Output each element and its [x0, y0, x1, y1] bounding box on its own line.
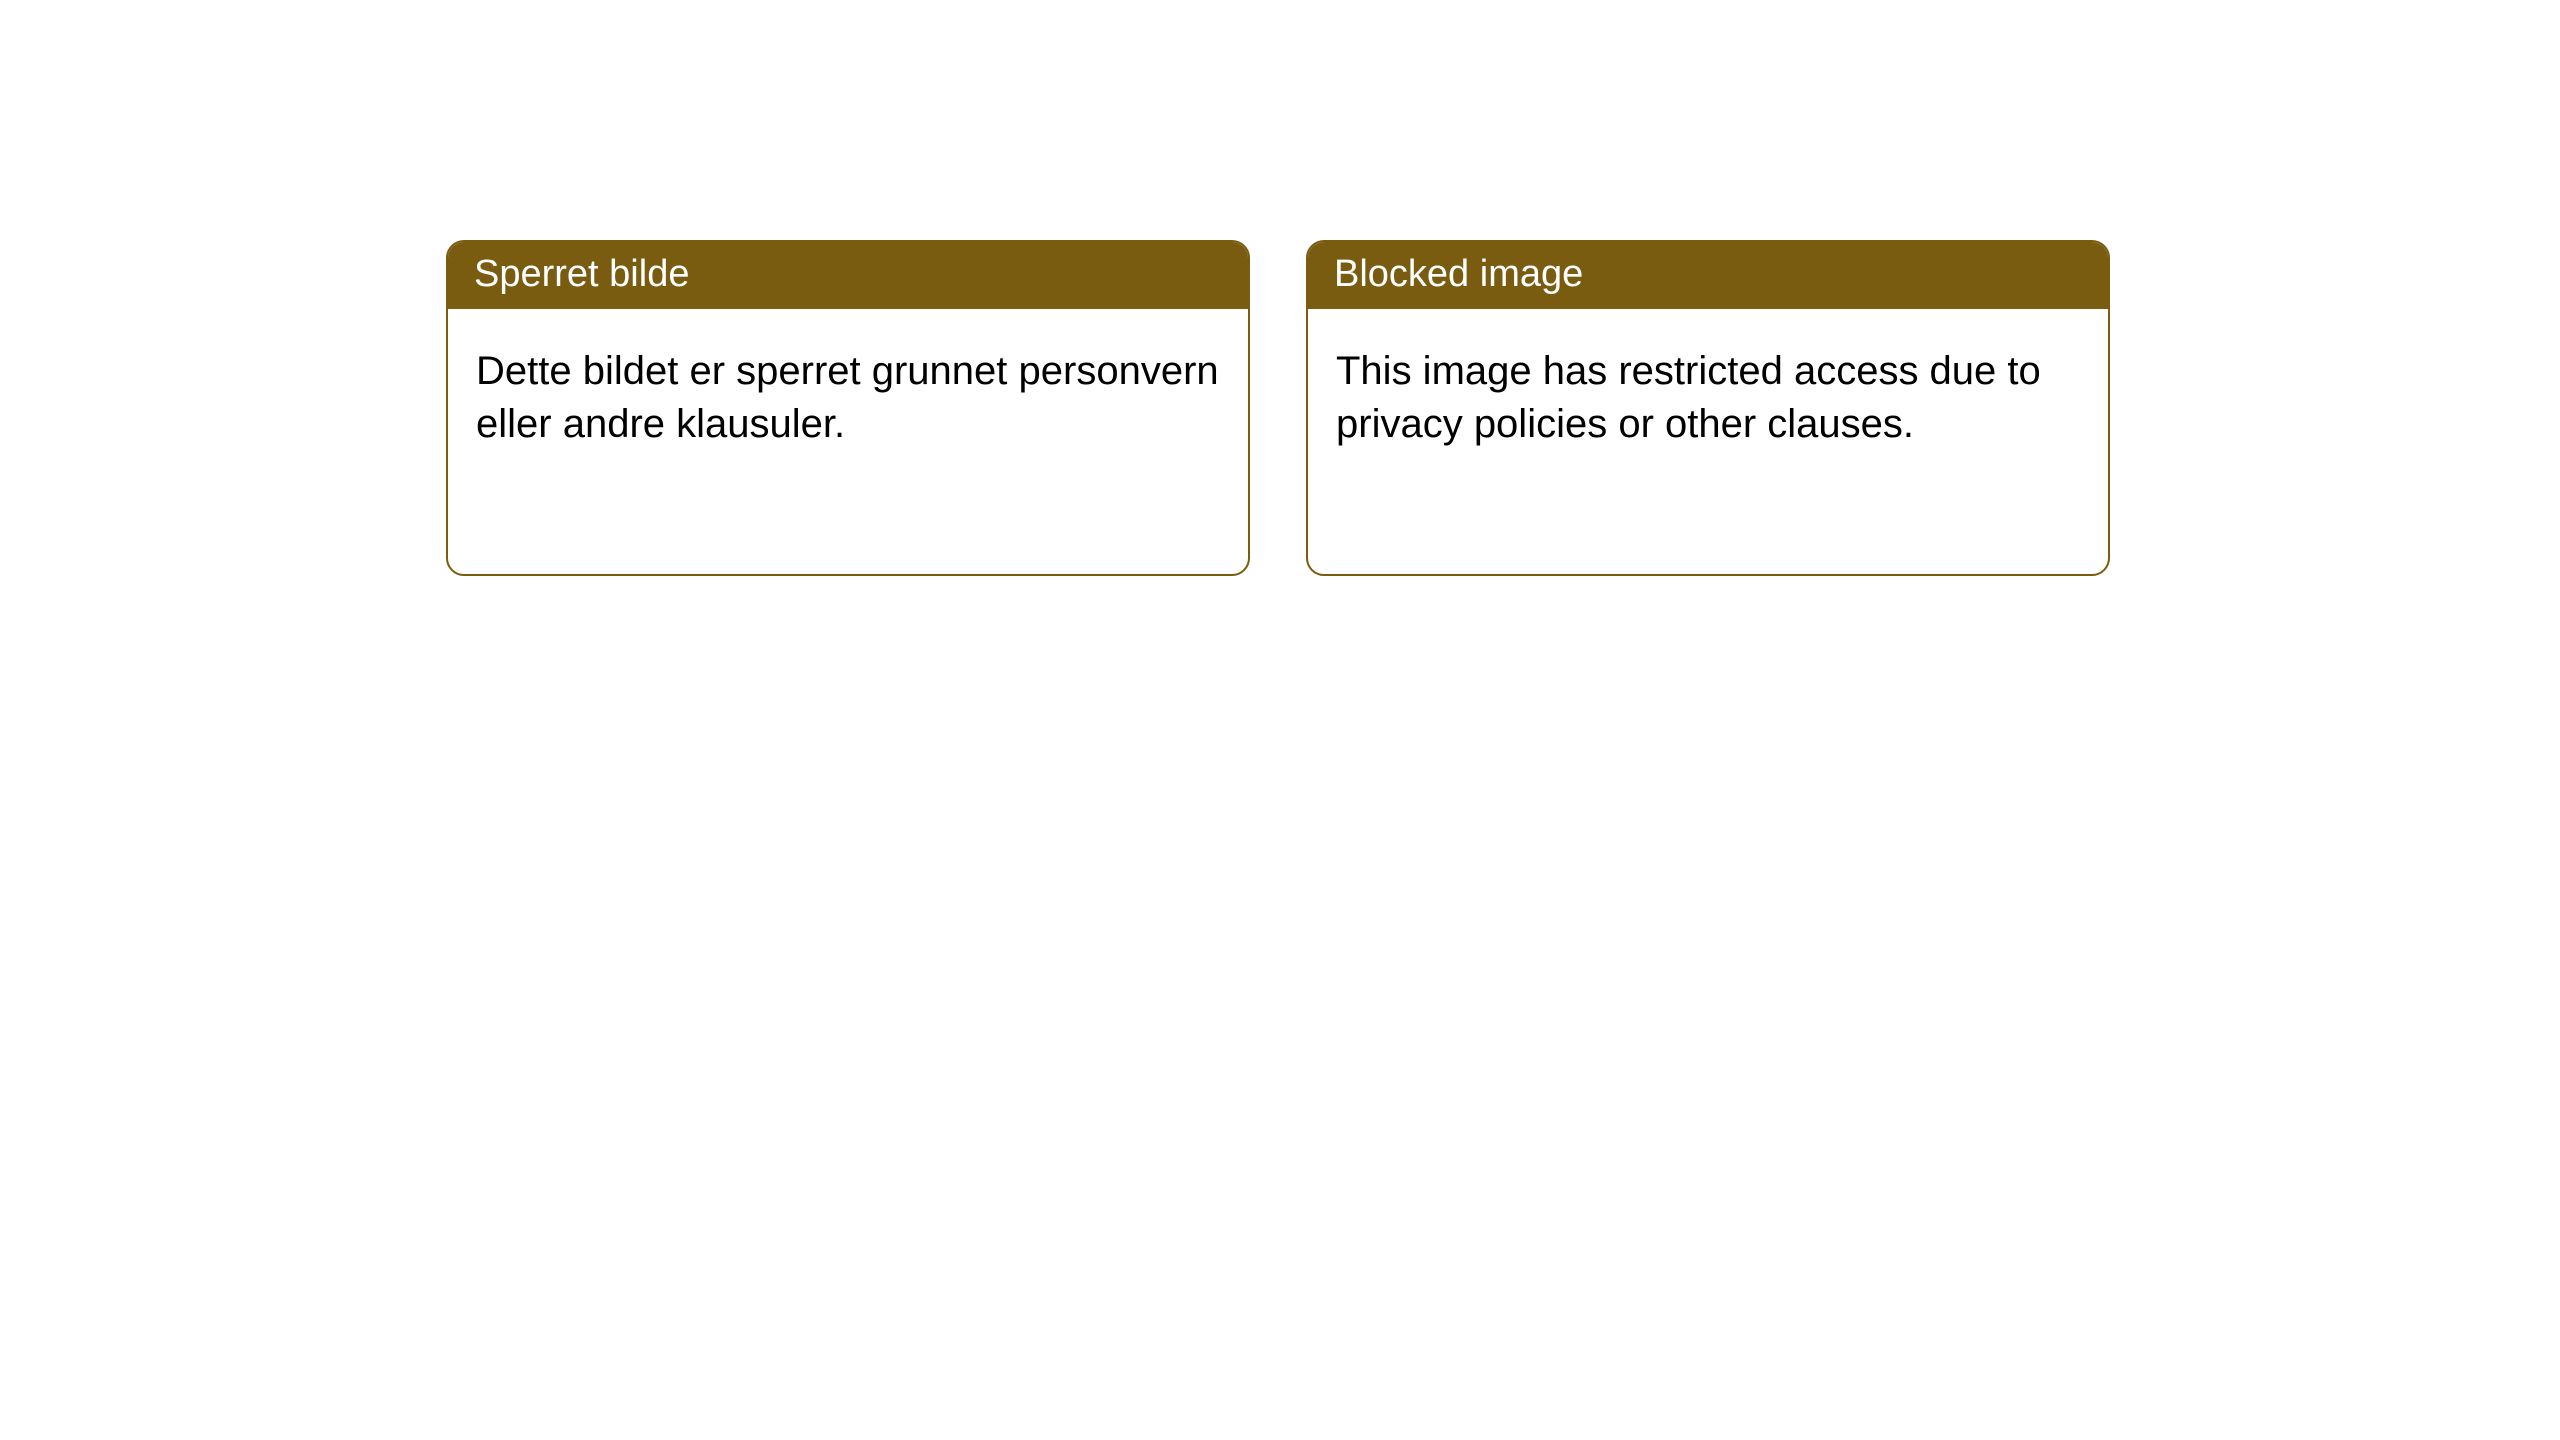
notice-title: Blocked image: [1308, 242, 2108, 309]
notice-card-norwegian: Sperret bilde Dette bildet er sperret gr…: [446, 240, 1250, 576]
notice-card-english: Blocked image This image has restricted …: [1306, 240, 2110, 576]
notice-message: This image has restricted access due to …: [1308, 309, 2108, 487]
notice-message: Dette bildet er sperret grunnet personve…: [448, 309, 1248, 487]
notice-title: Sperret bilde: [448, 242, 1248, 309]
notice-container: Sperret bilde Dette bildet er sperret gr…: [0, 0, 2560, 576]
